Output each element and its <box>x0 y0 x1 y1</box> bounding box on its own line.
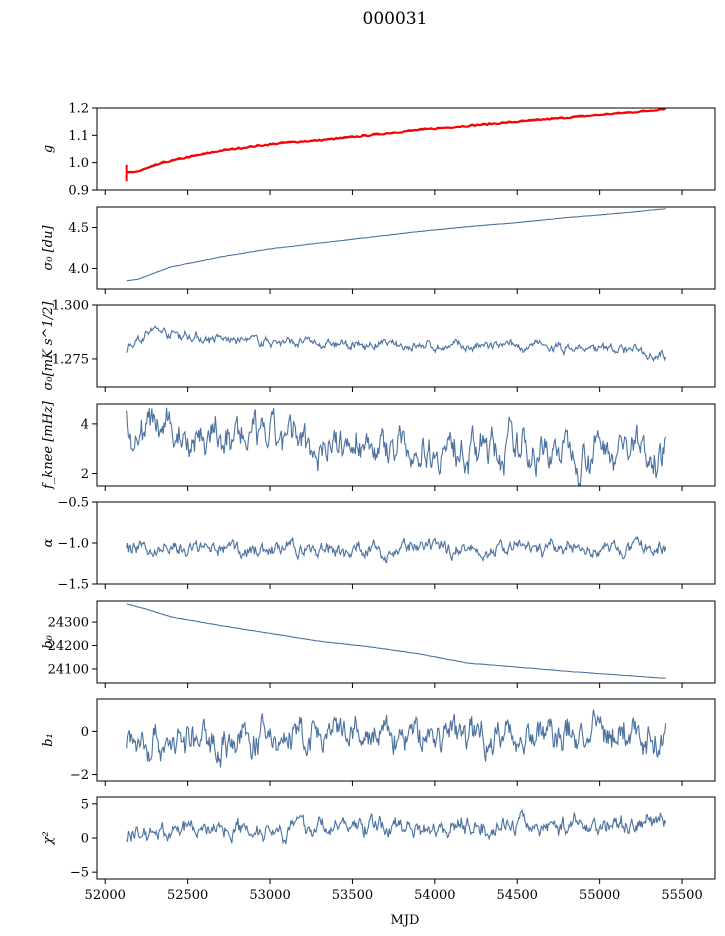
x-tick-label: 54000 <box>414 888 455 903</box>
y-axis-label: b₀ <box>41 634 56 648</box>
y-tick-label: −1.0 <box>57 537 89 552</box>
y-axis-label: σ₀[mK s^1/2] <box>41 301 56 391</box>
y-tick-label: −5 <box>70 866 89 881</box>
x-tick-label: 53500 <box>332 888 373 903</box>
y-axis-label: g <box>41 145 56 153</box>
y-axis-label: b₁ <box>41 733 56 747</box>
y-axis-label: χ² <box>41 831 56 845</box>
y-tick-label: 1.300 <box>52 299 89 314</box>
series-line <box>126 709 667 768</box>
x-tick-label: 52500 <box>167 888 208 903</box>
panel-4: 2 4 f_knee [mHz] <box>41 400 716 491</box>
y-axis-label: f_knee [mHz] <box>41 400 56 490</box>
panel-frame <box>96 107 716 191</box>
panel-frame <box>96 600 716 684</box>
series-line <box>126 407 667 486</box>
x-tick-label: 54500 <box>497 888 538 903</box>
y-tick-label: 0 <box>81 725 89 740</box>
x-tick-label: 52000 <box>85 888 126 903</box>
y-tick-label: 4.0 <box>68 262 89 277</box>
y-axis-label: α <box>41 538 56 547</box>
panel-1: 0.9 1.0 1.1 1.2 g <box>41 102 716 199</box>
y-tick-label: −1.5 <box>57 578 89 593</box>
y-tick-label: 1.275 <box>52 352 89 367</box>
x-tick-label: 55500 <box>661 888 702 903</box>
panel-frame <box>96 304 716 388</box>
panel-7: −2 0 b₁ <box>41 698 716 786</box>
y-tick-label: −2 <box>70 768 89 783</box>
panel-frame <box>96 796 716 880</box>
y-tick-label: 1.1 <box>68 129 89 144</box>
x-tick-label: 53000 <box>249 888 290 903</box>
y-tick-label: 24300 <box>48 616 89 631</box>
series-line <box>126 535 667 564</box>
series-line <box>126 808 667 845</box>
panel-6: 24100 24200 24300 b₀ <box>41 600 716 688</box>
series-line <box>126 208 666 282</box>
series-line <box>126 325 667 363</box>
y-tick-label: 24200 <box>48 639 89 654</box>
panel-5: −1.5 −1.0 −0.5 α <box>41 496 716 593</box>
panel-frame <box>96 501 716 585</box>
series-line <box>126 108 666 174</box>
x-tick-label: 55000 <box>579 888 620 903</box>
y-tick-label: 24100 <box>48 662 89 677</box>
overlay-line <box>126 108 667 174</box>
y-tick-label: −0.5 <box>57 496 89 511</box>
y-tick-label: 4.5 <box>68 221 89 236</box>
y-tick-label: 1.0 <box>68 156 89 171</box>
y-tick-label: 0.9 <box>68 184 89 199</box>
panel-2: 4.0 4.5 σ₀ [du] <box>41 206 716 294</box>
y-axis-label: σ₀ [du] <box>41 225 56 271</box>
panels: 0.9 1.0 1.1 1.2 g 4.0 4.5 σ₀ [du] 1.275 1.300σ₀[m… <box>41 102 716 903</box>
y-tick-label: 0 <box>81 832 89 847</box>
y-tick-label: 1.2 <box>68 102 89 117</box>
y-tick-label: 5 <box>81 797 89 812</box>
panel-frame <box>96 206 716 290</box>
series-line <box>126 603 666 679</box>
panel-frame <box>96 403 716 487</box>
y-tick-label: 2 <box>81 467 89 482</box>
panel-8: −5 0 5 52000 52500 53000 53500 54000 54500 55000 5… <box>41 796 716 903</box>
figure-title: 000031 <box>363 9 428 29</box>
x-axis-label: MJD <box>391 913 420 928</box>
panel-frame <box>96 698 716 782</box>
y-tick-label: 4 <box>81 417 89 432</box>
